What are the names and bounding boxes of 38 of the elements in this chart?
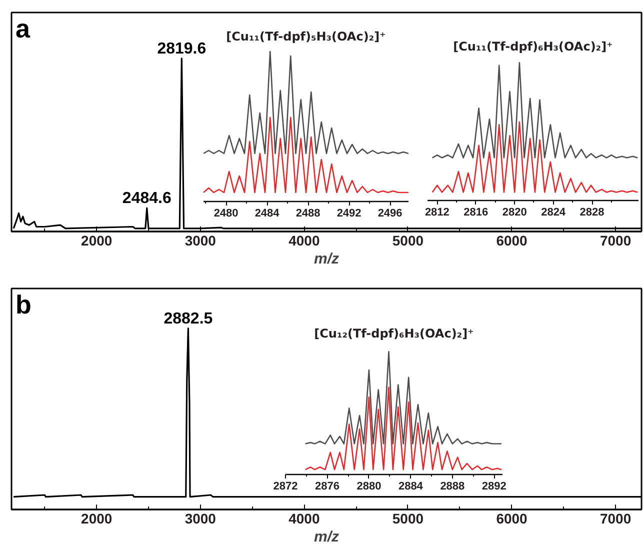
x-tick-label: 2492 bbox=[336, 208, 362, 220]
x-tick-label: 2872 bbox=[273, 480, 298, 492]
chart-title: [Cu₁₂(Tf-dpf)₆H₃(OAc)₂]⁺ bbox=[314, 326, 474, 340]
x-tick-label: 2000 bbox=[81, 232, 112, 248]
text: b bbox=[16, 290, 32, 320]
x-tick-label: 3000 bbox=[184, 510, 216, 526]
annotation: 2819.6 bbox=[157, 40, 206, 58]
x-tick-label: 7000 bbox=[600, 510, 632, 526]
x-tick-label: 2884 bbox=[398, 480, 424, 492]
x-tick-label: 2828 bbox=[580, 206, 604, 218]
x-axis-title: m/z bbox=[314, 528, 340, 546]
x-tick-label: 2888 bbox=[440, 480, 465, 492]
x-tick-label: 5000 bbox=[392, 510, 424, 526]
x-tick-label: 2812 bbox=[424, 206, 450, 218]
x-tick-label: 2816 bbox=[464, 206, 488, 218]
x-tick-label: 4000 bbox=[288, 510, 320, 526]
x-tick-label: 6000 bbox=[496, 510, 528, 526]
x-tick-label: 2484 bbox=[254, 208, 280, 220]
x-tick-label: 3000 bbox=[184, 232, 216, 248]
x-tick-label: 2876 bbox=[314, 480, 340, 492]
chart-title: [Cu₁₁(Tf-dpf)₅H₃(OAc)₂]⁺ bbox=[226, 30, 386, 44]
x-tick-label: 2824 bbox=[541, 206, 566, 218]
annotation: 2882.5 bbox=[164, 310, 213, 328]
annotation: 2484.6 bbox=[122, 190, 172, 208]
x-tick-label: 2000 bbox=[81, 510, 112, 526]
x-tick-label: 4000 bbox=[288, 232, 320, 248]
x-tick-label: 6000 bbox=[496, 232, 528, 248]
chart-title: [Cu₁₁(Tf-dpf)₆H₃(OAc)₂]⁺ bbox=[453, 40, 613, 54]
x-tick-label: 5000 bbox=[392, 232, 424, 248]
x-tick-label: 7000 bbox=[600, 232, 632, 248]
x-tick-label: 2892 bbox=[482, 480, 506, 492]
x-tick-label: 2880 bbox=[356, 480, 382, 492]
x-tick-label: 2820 bbox=[502, 206, 527, 218]
x-tick-label: 2496 bbox=[378, 208, 402, 220]
text: a bbox=[16, 14, 30, 44]
x-axis-title: m/z bbox=[314, 250, 340, 268]
x-tick-label: 2480 bbox=[214, 208, 238, 220]
x-tick-label: 2488 bbox=[296, 208, 320, 220]
